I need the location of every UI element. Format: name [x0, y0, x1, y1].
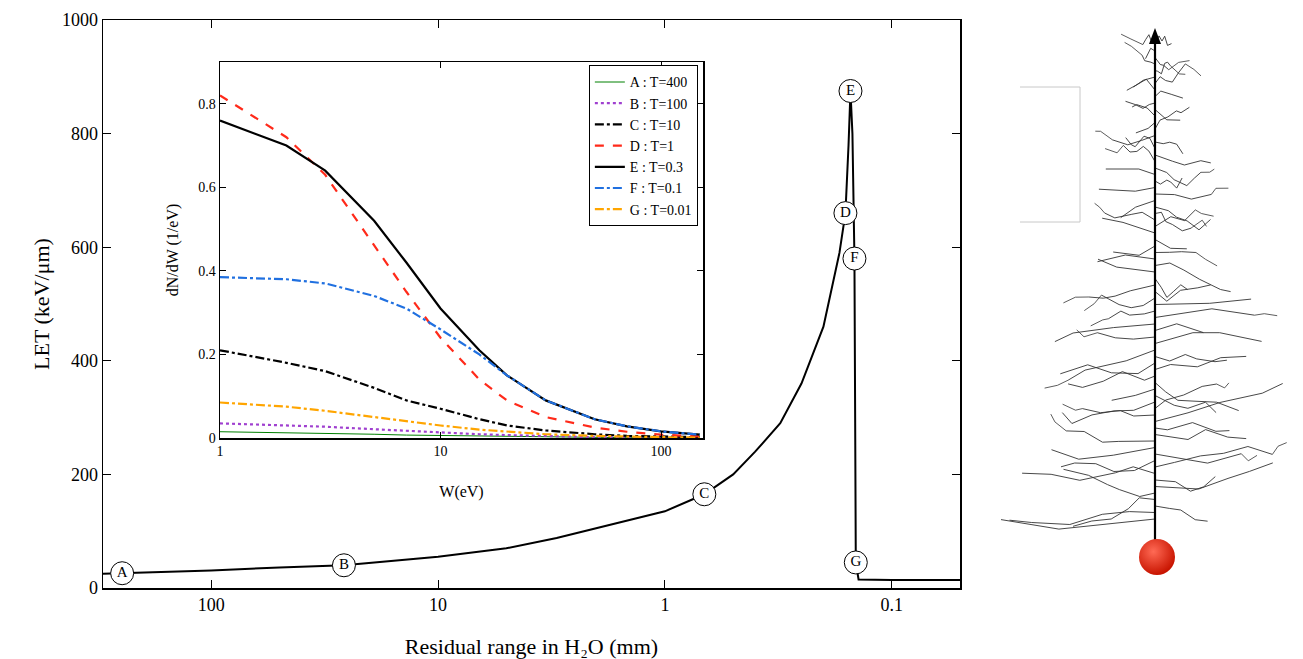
svg-text:0.6: 0.6	[198, 180, 216, 195]
svg-text:0: 0	[89, 578, 98, 598]
svg-text:G : T=0.01: G : T=0.01	[630, 203, 692, 218]
svg-text:0.8: 0.8	[198, 97, 216, 112]
svg-text:1: 1	[660, 595, 669, 615]
svg-text:B : T=100: B : T=100	[630, 97, 687, 112]
svg-text:400: 400	[71, 351, 98, 371]
svg-text:F: F	[850, 249, 858, 265]
svg-text:C : T=10: C : T=10	[630, 118, 680, 133]
svg-text:C: C	[699, 485, 709, 501]
svg-text:E : T=0.3: E : T=0.3	[630, 160, 683, 175]
svg-text:D : T=1: D : T=1	[630, 139, 674, 154]
svg-text:A: A	[117, 564, 128, 580]
svg-text:100: 100	[651, 444, 672, 459]
svg-text:A : T=400: A : T=400	[630, 75, 687, 90]
svg-text:Residual range in H₂O (mm): Residual range in H₂O (mm)	[405, 634, 658, 659]
svg-text:F : T=0.1: F : T=0.1	[630, 181, 682, 196]
svg-text:D: D	[840, 204, 851, 220]
svg-text:W(eV): W(eV)	[439, 483, 483, 501]
svg-text:dN/dW (1/eV): dN/dW (1/eV)	[164, 204, 182, 297]
svg-text:100: 100	[198, 595, 225, 615]
svg-text:10: 10	[429, 595, 447, 615]
svg-text:1: 1	[217, 444, 224, 459]
svg-text:600: 600	[71, 238, 98, 258]
svg-text:1000: 1000	[62, 10, 98, 30]
svg-text:G: G	[850, 553, 861, 569]
svg-text:200: 200	[71, 465, 98, 485]
svg-text:E: E	[846, 82, 855, 98]
svg-text:10: 10	[434, 444, 448, 459]
svg-text:0.4: 0.4	[198, 264, 216, 279]
svg-text:LET (keV/μm): LET (keV/μm)	[29, 238, 54, 370]
svg-text:0.2: 0.2	[198, 347, 216, 362]
svg-text:0.1: 0.1	[880, 595, 903, 615]
svg-text:800: 800	[71, 124, 98, 144]
svg-text:B: B	[339, 556, 349, 572]
svg-text:0: 0	[209, 431, 216, 446]
